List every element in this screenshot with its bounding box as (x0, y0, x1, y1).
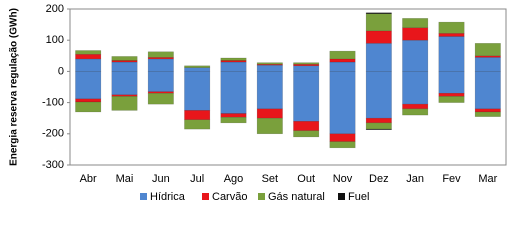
bar-segment (293, 130, 320, 138)
y-axis-label: Energia reserva regulação (GWh) (9, 8, 20, 166)
bar-segment (147, 92, 174, 105)
bar-segment (474, 57, 501, 72)
x-tick-label: Nov (333, 173, 353, 185)
bar-segment (75, 53, 102, 60)
bar-segment (402, 108, 429, 116)
bar-segment (293, 121, 320, 131)
bar-segment (365, 30, 392, 44)
chart: Energia reserva regulação (GWh) -300 -200… (9, 3, 507, 203)
bar-segment (329, 141, 356, 149)
bar-segment (220, 57, 247, 61)
bar-segment (329, 50, 356, 60)
bar-segment (438, 21, 465, 34)
x-tick-label: Mar (478, 173, 497, 185)
bar-segment (365, 43, 392, 72)
bar-segment (75, 98, 102, 103)
x-tick-label: Jul (190, 173, 204, 185)
bar-segment (293, 62, 320, 65)
bar-segment (329, 133, 356, 142)
bar-segment (184, 110, 211, 121)
bar-segment (147, 58, 174, 72)
bar-segment (184, 119, 211, 130)
bar-segment (111, 56, 138, 61)
bar-segment (220, 71, 247, 114)
bar-segment (329, 71, 356, 135)
bar-segment (438, 33, 465, 37)
bar-segment (402, 71, 429, 105)
bar-segment (365, 128, 392, 130)
bar-segment (111, 96, 138, 111)
legend-swatch (258, 193, 265, 200)
legend-label: Fuel (348, 191, 369, 203)
legend-swatch (140, 193, 147, 200)
y-tick-label: 0 (58, 65, 64, 77)
x-tick-label: Abr (80, 173, 97, 185)
bar-segment (365, 12, 392, 14)
bar-segment (365, 71, 392, 119)
bar-segment (256, 64, 283, 72)
bar-segment (256, 117, 283, 135)
legend-swatch (202, 193, 209, 200)
bar-segment (75, 71, 102, 100)
bar-segment (75, 58, 102, 72)
y-tick-label: -100 (42, 97, 64, 109)
x-tick-label: Ago (224, 173, 244, 185)
x-tick-label: Fev (442, 173, 461, 185)
bar-segment (365, 117, 392, 124)
bar-segment (147, 71, 174, 92)
legend-label: Gás natural (268, 191, 325, 203)
bar-segment (438, 71, 465, 94)
bar-segment (256, 62, 283, 65)
bar-segment (329, 58, 356, 63)
bar-segment (365, 13, 392, 32)
bar-segment (365, 122, 392, 130)
bar-segment (184, 67, 211, 72)
bar-segment (111, 61, 138, 72)
bar-segment (474, 71, 501, 110)
x-tick-label: Out (297, 173, 315, 185)
bar-segment (184, 71, 211, 111)
x-tick-label: Set (262, 173, 279, 185)
bar-segment (402, 39, 429, 72)
bar-segment (474, 108, 501, 113)
bar-segment (438, 96, 465, 103)
plot-frame (69, 8, 507, 166)
bar-segment (402, 103, 429, 110)
bar-segment (474, 43, 501, 57)
legend-swatch (338, 193, 345, 200)
bar-segment (220, 113, 247, 118)
bar-segment (474, 111, 501, 117)
y-tick-label: -200 (42, 128, 64, 140)
bar-segment (256, 108, 283, 119)
y-tick-label: -300 (42, 159, 64, 171)
x-tick-label: Jan (406, 173, 424, 185)
bar-segment (220, 117, 247, 124)
bar-segment (402, 27, 429, 41)
bar-segment (220, 61, 247, 72)
bar-segment (147, 51, 174, 58)
legend-label: Hídrica (150, 191, 186, 203)
bar-segment (75, 101, 102, 113)
bar-segment (293, 71, 320, 122)
bar-segment (256, 71, 283, 110)
x-tick-label: Jun (152, 173, 170, 185)
legend-label: Carvão (212, 191, 247, 203)
x-tick-label: Mai (116, 173, 134, 185)
y-tick-label: 200 (46, 3, 64, 15)
bar-segment (184, 65, 211, 68)
bar-segment (438, 36, 465, 72)
bar-segment (438, 92, 465, 97)
bar-segment (329, 61, 356, 72)
bar-segment (111, 71, 138, 96)
x-tick-label: Dez (369, 173, 389, 185)
bar-segment (402, 18, 429, 28)
y-tick-label: 100 (46, 34, 64, 46)
bar-segment (293, 65, 320, 72)
bar-segment (75, 50, 102, 55)
